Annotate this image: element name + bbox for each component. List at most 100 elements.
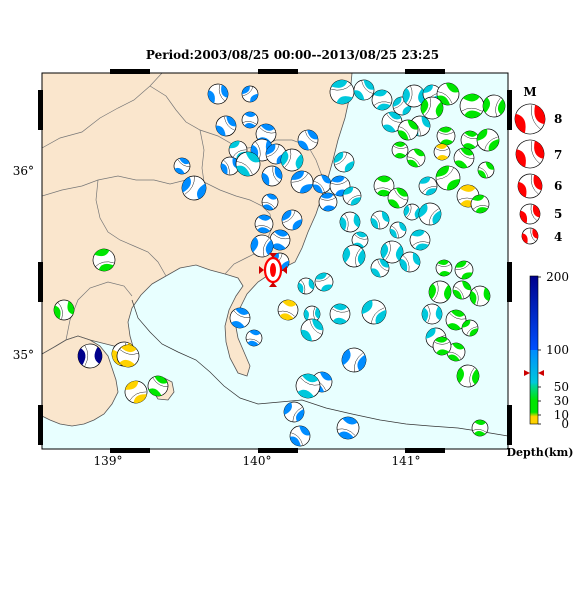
magnitude-legend-ball — [519, 203, 541, 225]
focal-mechanism-ball — [361, 299, 387, 325]
magnitude-label-4: 4 — [554, 230, 562, 244]
focal-mechanism-ball — [241, 85, 259, 103]
y-tick-36: 36° — [13, 164, 34, 178]
focal-mechanism-ball — [420, 96, 444, 120]
magnitude-legend: M 8 7 6 5 4 — [514, 85, 562, 245]
bathymetry-contour — [131, 299, 508, 437]
highlighted-event-marker — [259, 253, 287, 287]
depth-label-100: 100 — [546, 343, 569, 357]
focal-mechanism-ball — [297, 277, 315, 295]
focal-mechanism-ball — [342, 186, 362, 206]
focal-mechanism-ball — [250, 234, 274, 258]
focal-mechanism-ball — [421, 303, 443, 325]
focal-mechanisms — [53, 79, 506, 447]
magnitude-legend-ball — [515, 139, 545, 169]
focal-mechanism-ball — [181, 175, 207, 201]
focal-mechanism-ball — [92, 248, 116, 272]
magnitude-legend-ball — [517, 173, 543, 199]
focal-mechanism-ball — [329, 79, 355, 105]
focal-mechanism-ball — [418, 176, 438, 196]
depth-label-0: 0 — [561, 417, 569, 431]
focal-mechanism-ball — [295, 373, 321, 399]
focal-mechanism-ball — [207, 83, 229, 105]
focal-mechanism-ball — [220, 156, 240, 176]
focal-mechanism-ball — [147, 375, 169, 397]
focal-mechanism-ball — [280, 148, 304, 172]
focal-mechanism-ball — [370, 210, 390, 230]
focal-mechanism-ball — [336, 416, 360, 440]
focal-mechanism-ball — [269, 229, 291, 251]
magnitude-label-8: 8 — [554, 112, 562, 126]
magnitude-label-7: 7 — [554, 148, 562, 162]
focal-mechanism-ball — [300, 318, 324, 342]
focal-mechanism-ball — [435, 259, 453, 277]
magnitude-label-5: 5 — [554, 207, 562, 221]
focal-mechanism-ball — [446, 342, 466, 362]
x-tick-141: 141° — [392, 454, 421, 468]
focal-mechanism-ball — [53, 299, 75, 321]
focal-mechanism-ball — [381, 111, 403, 133]
depth-label-30: 30 — [554, 394, 569, 408]
y-tick-35: 35° — [13, 348, 34, 362]
focal-mechanism-ball — [173, 157, 191, 175]
frame-ticks — [38, 69, 512, 453]
depth-pointer-left — [524, 370, 530, 376]
focal-mechanism-ball — [283, 401, 305, 423]
magnitude-label-6: 6 — [554, 179, 562, 193]
focal-mechanism-ball — [370, 258, 390, 278]
focal-mechanism-ball — [215, 115, 237, 137]
depth-unit-label: Depth(km) — [507, 446, 574, 459]
focal-mechanism-ball — [399, 251, 421, 273]
focal-mechanism-ball — [482, 94, 506, 118]
focal-mechanism-ball — [297, 129, 319, 151]
focal-mechanism-ball — [418, 202, 442, 226]
focal-mechanism-ball — [339, 211, 361, 233]
focal-mechanism-ball — [235, 151, 261, 177]
focal-mechanism-ball — [476, 128, 500, 152]
depth-pointer-right — [538, 370, 544, 376]
focal-mechanism-ball — [436, 82, 460, 106]
focal-mechanism-ball — [403, 203, 421, 221]
focal-mechanism-ball — [281, 209, 303, 231]
magnitude-legend-heading: M — [523, 85, 536, 99]
focal-mechanism-ball — [389, 221, 407, 239]
focal-mechanism-ball — [329, 303, 351, 325]
focal-mechanism-ball — [402, 84, 426, 108]
focal-mechanism-ball — [261, 165, 283, 187]
focal-mechanism-ball — [341, 347, 367, 373]
focal-mechanism-ball — [456, 364, 480, 388]
focal-mechanism-ball — [397, 119, 419, 141]
focal-mechanism-ball — [380, 240, 404, 264]
focal-mechanism-ball — [353, 79, 375, 101]
focal-mechanism-ball — [116, 344, 140, 368]
focal-mechanism-ball — [459, 93, 485, 119]
depth-label-50: 50 — [554, 380, 569, 394]
depth-label-200: 200 — [546, 270, 569, 284]
focal-mechanism-ball — [314, 272, 334, 292]
focal-mechanism-ball — [436, 126, 456, 146]
focal-mechanism-ball — [445, 309, 467, 331]
focal-mechanism-ball — [406, 148, 426, 168]
focal-mechanism-ball — [342, 244, 366, 268]
focal-mechanism-ball — [245, 329, 263, 347]
x-tick-139: 139° — [94, 454, 123, 468]
focal-mechanism-ball — [241, 111, 259, 129]
focal-mechanism-ball — [387, 187, 409, 209]
focal-mechanism-ball — [471, 419, 489, 437]
depth-colorbar-scale — [529, 275, 539, 425]
focal-mechanism-ball — [318, 192, 338, 212]
magnitude-legend-ball — [514, 103, 546, 135]
focal-mechanism-ball — [312, 174, 332, 194]
focal-mechanism-ball — [452, 280, 472, 300]
focal-mechanism-ball — [77, 343, 103, 369]
focal-mechanism-ball — [435, 165, 461, 191]
focal-mechanism-ball — [333, 151, 355, 173]
focal-mechanism-ball — [351, 231, 369, 249]
focal-mechanism-ball — [409, 229, 431, 251]
focal-mechanism-ball — [454, 260, 474, 280]
focal-mechanism-ball — [433, 143, 451, 161]
focal-mechanism-ball — [432, 336, 452, 356]
depth-colorbar: 200 100 50 30 10 0 Depth(km) — [507, 270, 574, 459]
focal-mechanism-ball — [371, 89, 393, 111]
